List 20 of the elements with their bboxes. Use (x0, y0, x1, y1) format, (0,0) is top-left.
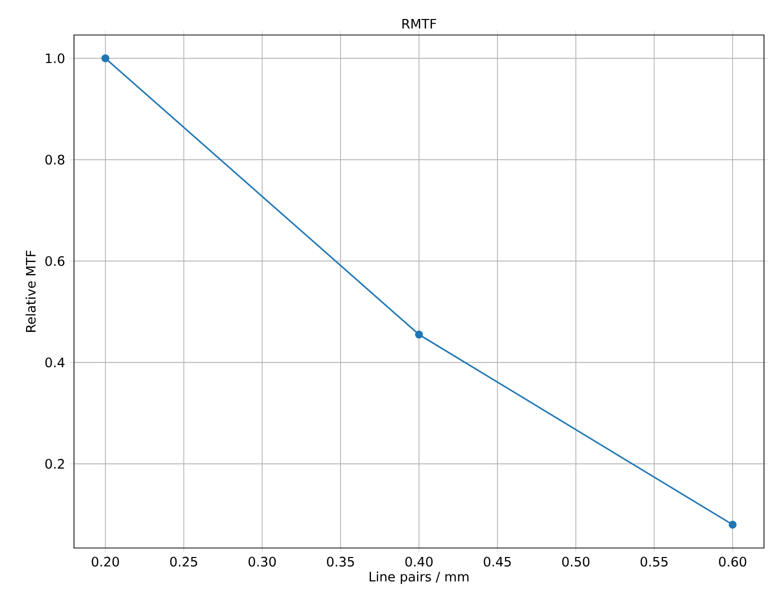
x-tick-label: 0.40 (405, 556, 433, 567)
y-tick-label: 0.4 (45, 358, 64, 368)
point (728, 520, 737, 529)
x-axis-title: Line pairs / mm (370, 571, 468, 584)
x-tick-label: 0.55 (640, 556, 668, 567)
y-axis-title: Relative MTF (26, 250, 36, 332)
x-tick-label: 0.60 (719, 556, 746, 567)
x-tick-label: 0.50 (562, 556, 590, 567)
y-tick-label: 1.0 (46, 53, 64, 64)
x-tick-label: 0.20 (92, 556, 119, 567)
point (101, 54, 110, 62)
x-tick-label: 0.45 (484, 556, 511, 567)
y-tick-label: 0.2 (45, 458, 64, 469)
y-tick-label: 0.8 (45, 154, 64, 165)
y-tick-label: 0.6 (45, 256, 64, 266)
x-tick-label: 0.25 (170, 556, 198, 567)
point (415, 330, 423, 339)
chart-title: RMTF (402, 18, 436, 28)
x-tick-label: 0.30 (248, 556, 276, 567)
x-tick-label: 0.35 (326, 556, 354, 567)
